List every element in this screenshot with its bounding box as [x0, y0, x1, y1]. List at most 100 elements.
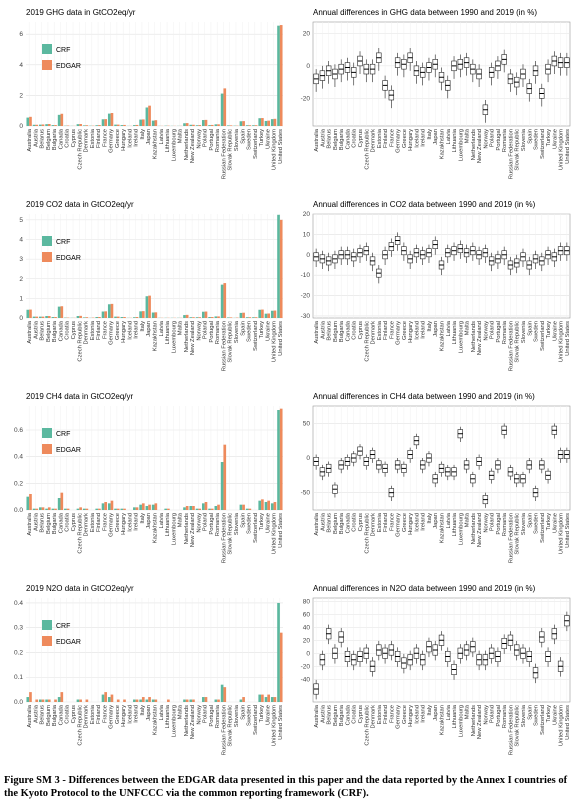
y-tick-label: 0: [19, 315, 23, 322]
x-tick-label: Netherlands: [184, 513, 190, 544]
y-tick-label: 0.2: [14, 649, 23, 656]
bar: [223, 88, 227, 126]
x-tick-label: Russian Federation: [508, 321, 514, 371]
bar: [270, 310, 274, 318]
x-tick-label: Belarus: [327, 129, 333, 149]
bar: [141, 311, 145, 318]
bar: [114, 124, 117, 126]
bar: [76, 508, 80, 510]
bar: [35, 508, 39, 510]
x-tick-label: Slovak Republic: [515, 705, 521, 747]
bar: [41, 507, 45, 510]
bar: [45, 699, 48, 702]
bar: [135, 699, 139, 702]
bar: [264, 313, 268, 318]
bar: [192, 506, 195, 510]
x-tick-label: Luxembourg: [171, 705, 177, 737]
x-tick-label: Australia: [27, 704, 33, 727]
bar: [208, 317, 211, 318]
x-tick-label: Finland: [96, 129, 102, 148]
bar: [29, 494, 32, 510]
x-tick-label: Slovak Republic: [228, 705, 234, 747]
x-tick-label: Poland: [203, 321, 209, 339]
x-tick-label: Germany: [396, 321, 402, 345]
bar: [204, 119, 208, 126]
x-tick-label: Poland: [203, 513, 209, 531]
y-tick-label: 0: [19, 123, 23, 130]
bar: [79, 124, 82, 126]
bar: [201, 503, 205, 510]
bar: [141, 503, 145, 510]
x-tick-label: Ireland: [421, 129, 427, 147]
x-tick-label: Kazakhstan: [440, 321, 446, 351]
x-tick-label: Kazakhstan: [153, 513, 159, 543]
bar: [51, 317, 55, 318]
bar: [32, 124, 36, 126]
x-tick-label: Romania: [502, 704, 508, 728]
x-tick-label: Norway: [483, 321, 489, 341]
bar: [189, 317, 193, 318]
x-tick-label: Canada: [58, 320, 64, 341]
legend-label: CRF: [56, 47, 70, 54]
x-tick-label: Australia: [27, 320, 33, 343]
bar: [66, 508, 70, 510]
x-tick-label: Belgium: [333, 129, 339, 150]
x-tick-label: Luxembourg: [171, 513, 177, 545]
x-tick-label: Estonia: [90, 704, 96, 724]
y-tick-label: -30: [301, 313, 311, 320]
x-tick-label: Belarus: [327, 705, 333, 725]
bar: [270, 119, 274, 126]
x-tick-label: Lithuania: [165, 512, 171, 536]
x-tick-label: Romania: [215, 320, 221, 344]
bar: [82, 508, 86, 510]
bar: [273, 697, 277, 702]
x-tick-label: Austria: [320, 704, 326, 723]
x-tick-label: Latvia: [446, 320, 452, 336]
x-tick-label: Czech Republic: [77, 321, 83, 362]
x-tick-label: Sweden: [534, 129, 540, 150]
bar: [47, 316, 51, 318]
y-tick-label: -20: [301, 663, 311, 670]
x-tick-label: Ukraine: [552, 513, 558, 533]
x-tick-label: Iceland: [127, 705, 133, 724]
x-tick-label: Russian Federation: [221, 705, 227, 755]
bar: [54, 699, 57, 702]
x-tick-label: Denmark: [84, 129, 90, 153]
x-tick-label: Latvia: [446, 128, 452, 144]
x-tick-label: Greece: [115, 513, 121, 532]
bar: [57, 498, 61, 510]
x-tick-label: Greece: [402, 513, 408, 532]
x-tick-label: Portugal: [209, 129, 215, 151]
x-tick-label: Belarus: [327, 513, 333, 533]
x-tick-label: Croatia: [65, 320, 71, 339]
bar: [192, 317, 195, 318]
y-tick-label: 1: [19, 295, 23, 302]
y-tick-label: 50: [303, 420, 311, 427]
x-tick-label: Portugal: [209, 513, 215, 535]
x-tick-label: Slovak Republic: [515, 321, 521, 363]
bar: [116, 699, 120, 702]
x-tick-label: Czech Republic: [364, 321, 370, 362]
x-tick-label: Slovak Republic: [515, 513, 521, 555]
bar: [54, 125, 57, 126]
bar: [151, 699, 155, 702]
x-tick-label: Estonia: [377, 320, 383, 340]
x-tick-label: Canada: [58, 704, 64, 725]
x-tick-label: Russian Federation: [508, 705, 514, 755]
x-tick-label: France: [102, 321, 108, 339]
x-tick-label: Kazakhstan: [153, 129, 159, 159]
x-tick-label: Italy: [140, 705, 146, 716]
x-tick-label: Cyprus: [71, 321, 77, 339]
bar: [110, 694, 114, 702]
y-tick-label: 6: [19, 31, 23, 38]
bar: [26, 496, 30, 510]
bar: [204, 697, 208, 702]
bar: [141, 119, 145, 126]
x-tick-label: Croatia: [352, 704, 358, 723]
x-tick-label: Slovak Republic: [228, 513, 234, 555]
bar: [35, 699, 39, 702]
bar: [201, 697, 205, 702]
bar: [47, 507, 51, 510]
x-tick-label: Austria: [320, 128, 326, 147]
x-tick-label: Poland: [203, 705, 209, 723]
